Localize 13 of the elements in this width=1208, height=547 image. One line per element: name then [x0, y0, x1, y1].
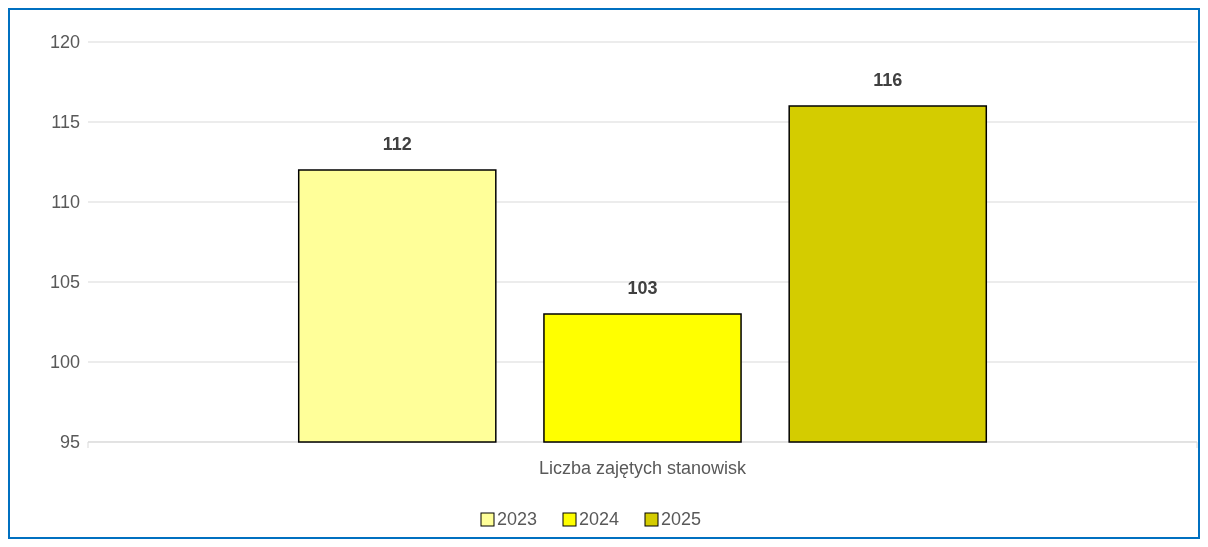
- x-tick-label: Liczba zajętych stanowisk: [538, 458, 748, 478]
- y-tick-label: 95: [59, 432, 80, 453]
- legend-label: 2024: [579, 509, 620, 530]
- y-tick-label: 110: [51, 192, 80, 213]
- legend-label: 2025: [661, 509, 702, 530]
- y-tick-label: 105: [49, 272, 80, 293]
- data-label: 103: [627, 278, 658, 298]
- y-tick-label: 100: [49, 352, 80, 373]
- data-label: 112: [382, 134, 412, 154]
- legend-label: 2023: [497, 509, 538, 530]
- y-tick-label: 115: [51, 112, 80, 133]
- y-tick-label: 120: [49, 32, 80, 53]
- data-label: 116: [873, 70, 903, 90]
